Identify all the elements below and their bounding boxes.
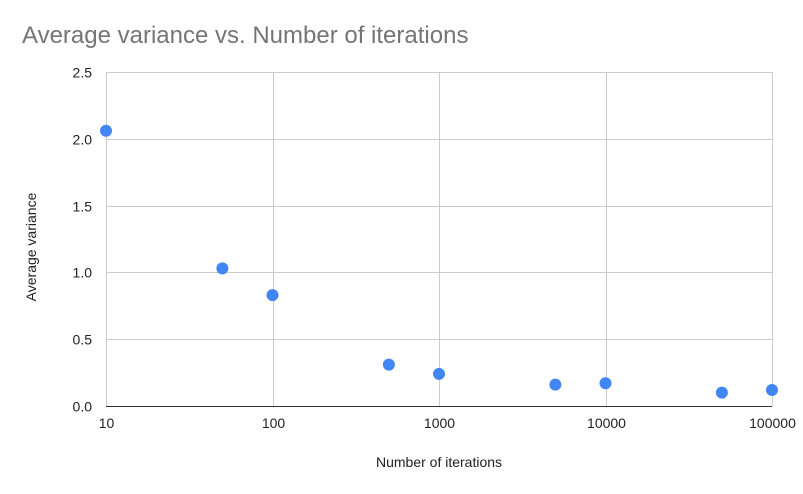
x-axis-title: Number of iterations (376, 454, 502, 470)
y-axis-ticks: 0.0 0.5 1.0 1.5 2.0 2.5 (73, 65, 93, 415)
chart-title: Average variance vs. Number of iteration… (22, 22, 468, 49)
data-point (599, 377, 612, 390)
data-points (100, 124, 778, 399)
y-tick-label: 2.5 (73, 65, 93, 81)
y-tick-label: 2.0 (73, 132, 93, 148)
data-point (382, 358, 395, 371)
data-point (715, 386, 728, 399)
data-point (549, 378, 562, 391)
y-tick-label: 0.5 (73, 332, 93, 348)
x-axis-ticks: 10 100 1000 10000 100000 (99, 415, 796, 431)
x-tick-label: 100000 (749, 415, 796, 431)
y-tick-label: 1.5 (73, 199, 93, 215)
y-tick-label: 0.0 (73, 399, 93, 415)
x-tick-label: 1000 (424, 415, 455, 431)
gridlines (106, 72, 773, 407)
y-tick-label: 1.0 (73, 265, 93, 281)
data-point (266, 289, 279, 302)
x-tick-label: 10000 (587, 415, 626, 431)
data-point (433, 367, 445, 380)
data-point (100, 124, 112, 137)
x-tick-label: 100 (262, 415, 286, 431)
y-axis-title: Average variance (23, 192, 39, 301)
x-tick-label: 10 (99, 415, 115, 431)
data-point (216, 262, 229, 275)
data-point (766, 383, 778, 396)
